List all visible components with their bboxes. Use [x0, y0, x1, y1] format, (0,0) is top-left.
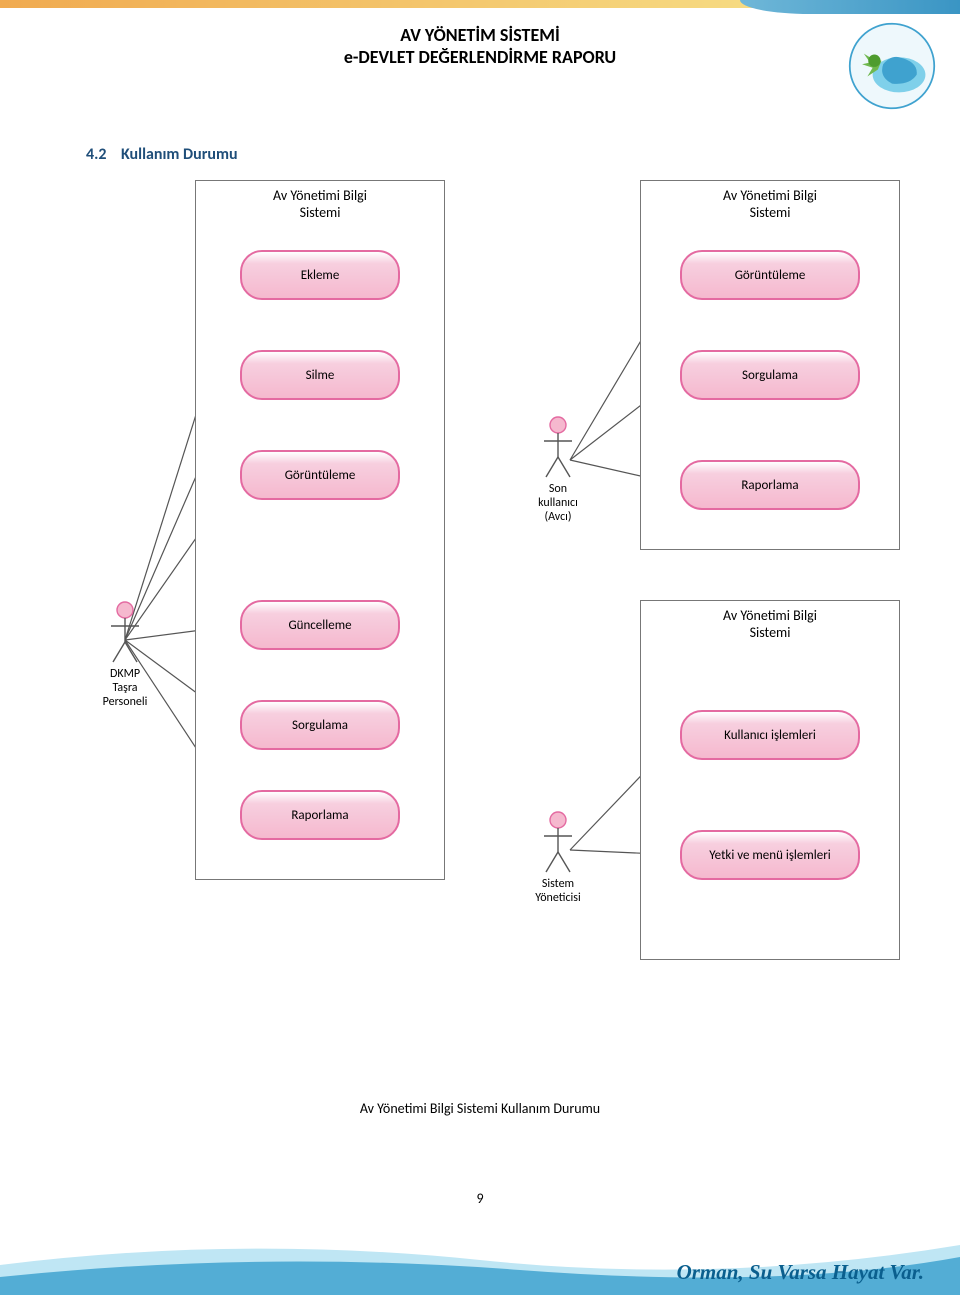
header-title-2: e-DEVLET DEĞERLENDİRME RAPORU — [0, 46, 960, 68]
logo-icon — [848, 22, 936, 110]
footer-brand: Orman, Su Varsa Hayat Var. — [677, 1260, 924, 1285]
usecase-bubble: Kullanıcı işlemleri — [680, 710, 860, 760]
usecase-bubble: Ekleme — [240, 250, 400, 300]
system-label: Av Yönetimi BilgiSistemi — [641, 607, 899, 641]
actor-label: DKMPTaşraPersoneli — [90, 667, 160, 709]
usecase-bubble: Görüntüleme — [240, 450, 400, 500]
page-footer: Orman, Su Varsa Hayat Var. — [0, 1215, 960, 1295]
usecase-bubble: Raporlama — [240, 790, 400, 840]
usecase-bubble: Raporlama — [680, 460, 860, 510]
usecase-diagram: Av Yönetimi BilgiSistemi Av Yönetimi Bilg… — [0, 170, 960, 1090]
page-number: 9 — [0, 1190, 960, 1207]
actor-label: SistemYöneticisi — [523, 877, 593, 905]
system-boundary: Av Yönetimi BilgiSistemi — [640, 600, 900, 960]
usecase-bubble: Sorgulama — [240, 700, 400, 750]
usecase-bubble: Sorgulama — [680, 350, 860, 400]
usecase-bubble: Silme — [240, 350, 400, 400]
header-title-1: AV YÖNETİM SİSTEMİ — [0, 24, 960, 46]
header-stripe — [0, 0, 960, 8]
actor-label: Sonkullanıcı(Avcı) — [523, 482, 593, 524]
usecase-bubble: Görüntüleme — [680, 250, 860, 300]
actor: DKMPTaşraPersoneli — [90, 600, 160, 709]
section-heading: Kullanım Durumu — [121, 145, 238, 164]
section-title: 4.2 Kullanım Durumu — [86, 145, 238, 164]
system-label: Av Yönetimi BilgiSistemi — [641, 187, 899, 221]
page-header: AV YÖNETİM SİSTEMİ e-DEVLET DEĞERLENDİRM… — [0, 24, 960, 68]
section-number: 4.2 — [86, 145, 107, 164]
usecase-bubble: Güncelleme — [240, 600, 400, 650]
usecase-bubble: Yetki ve menü işlemleri — [680, 830, 860, 880]
actor: Sonkullanıcı(Avcı) — [523, 415, 593, 524]
figure-caption: Av Yönetimi Bilgi Sistemi Kullanım Durum… — [0, 1100, 960, 1117]
system-label: Av Yönetimi BilgiSistemi — [196, 187, 444, 221]
actor: SistemYöneticisi — [523, 810, 593, 905]
